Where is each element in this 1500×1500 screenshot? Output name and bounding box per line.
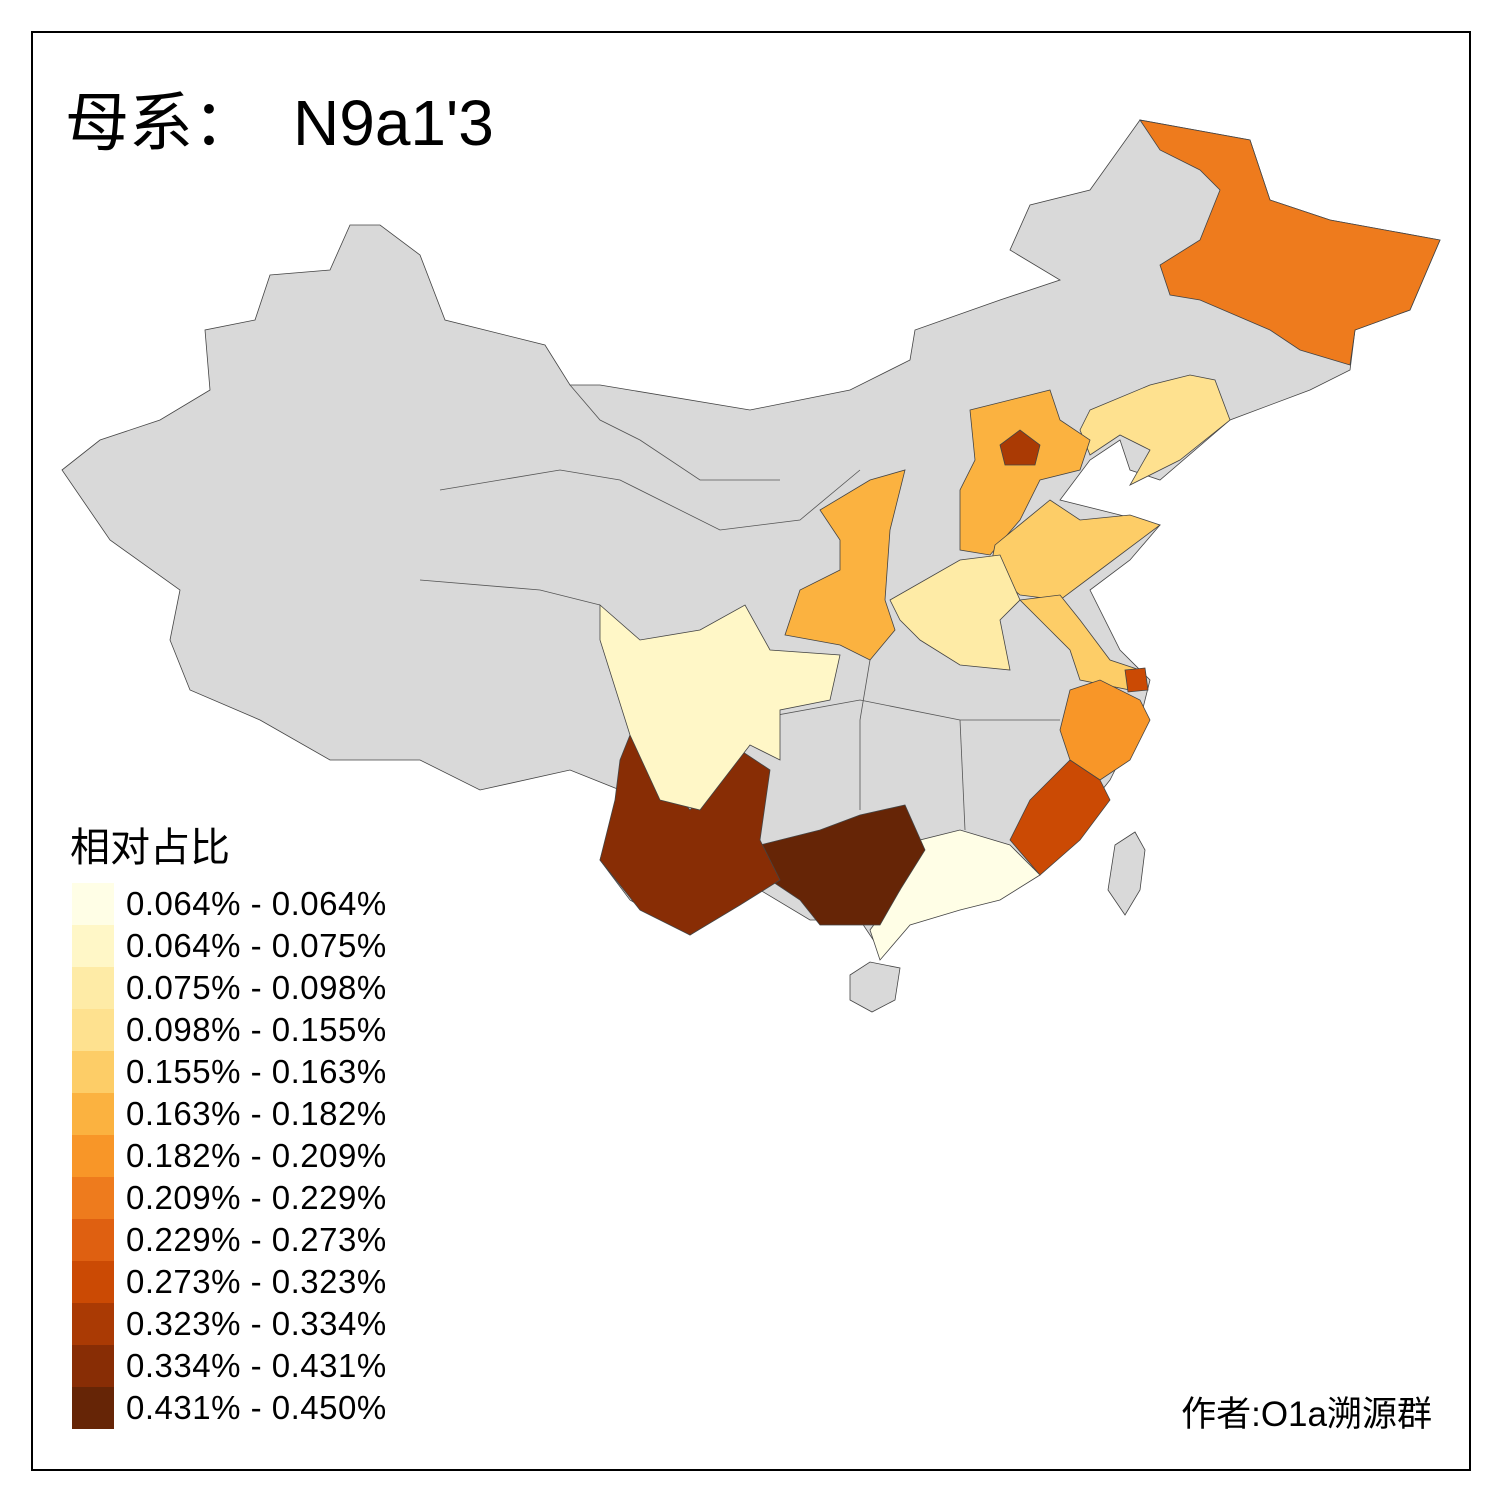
legend-label: 0.182% - 0.209% [126, 1137, 387, 1174]
legend-swatch [72, 1345, 114, 1387]
legend-label: 0.209% - 0.229% [126, 1179, 387, 1216]
legend-item: 0.098% - 0.155% [72, 1009, 387, 1051]
province-guangxi [759, 804, 926, 926]
legend-swatch [72, 1303, 114, 1345]
legend-swatch [72, 1177, 114, 1219]
province-zhejiang [1059, 679, 1151, 781]
province-border [569, 384, 780, 481]
legend-label: 0.163% - 0.182% [126, 1095, 387, 1132]
legend-label: 0.098% - 0.155% [126, 1011, 387, 1048]
legend-swatch [72, 1093, 114, 1135]
legend-label: 0.155% - 0.163% [126, 1053, 387, 1090]
legend-label: 0.064% - 0.064% [126, 885, 387, 922]
legend-title: 相对占比 [70, 825, 230, 871]
legend-label: 0.064% - 0.075% [126, 927, 387, 964]
province-taiwan [1107, 831, 1146, 916]
province-beijing [999, 429, 1041, 466]
province-hainan [849, 961, 901, 1013]
province-henan [889, 554, 1021, 671]
title-prefix: 母系： [65, 87, 257, 161]
legend-swatch [72, 1387, 114, 1429]
legend-swatch [72, 967, 114, 1009]
legend-swatch [72, 925, 114, 967]
legend-label: 0.229% - 0.273% [126, 1221, 387, 1258]
legend-item: 0.182% - 0.209% [72, 1135, 387, 1177]
province-border [859, 659, 871, 810]
province-border [959, 719, 966, 831]
figure-frame [31, 31, 1471, 1471]
legend-swatch [72, 1135, 114, 1177]
province-fujian [1009, 759, 1111, 876]
author-credit: 作者:O1a溯源群 [1181, 1395, 1432, 1434]
legend-item: 0.229% - 0.273% [72, 1219, 387, 1261]
province-border [419, 579, 601, 606]
legend-swatch [72, 1051, 114, 1093]
legend: 0.064% - 0.064% 0.064% - 0.075% 0.075% - 0… [72, 883, 387, 1429]
legend-item: 0.064% - 0.075% [72, 925, 387, 967]
legend-label: 0.273% - 0.323% [126, 1263, 387, 1300]
map-title: 母系： N9a1'3 [65, 72, 494, 164]
province-border [749, 699, 1060, 721]
title-haplogroup: N9a1'3 [293, 87, 494, 159]
legend-swatch [72, 1009, 114, 1051]
legend-item: 0.209% - 0.229% [72, 1177, 387, 1219]
province-border [439, 469, 861, 531]
legend-item: 0.323% - 0.334% [72, 1303, 387, 1345]
legend-label: 0.431% - 0.450% [126, 1389, 387, 1426]
province-liaoning [1079, 374, 1231, 486]
province-sichuan [599, 604, 841, 811]
legend-label: 0.075% - 0.098% [126, 969, 387, 1006]
province-shanghai [1124, 667, 1149, 693]
legend-item: 0.163% - 0.182% [72, 1093, 387, 1135]
legend-swatch [72, 883, 114, 925]
legend-label: 0.323% - 0.334% [126, 1305, 387, 1342]
legend-swatch [72, 1261, 114, 1303]
province-heilongjiang [1139, 119, 1441, 366]
legend-item: 0.075% - 0.098% [72, 967, 387, 1009]
legend-item: 0.155% - 0.163% [72, 1051, 387, 1093]
legend-swatch [72, 1219, 114, 1261]
legend-label: 0.334% - 0.431% [126, 1347, 387, 1384]
legend-item: 0.431% - 0.450% [72, 1387, 387, 1429]
province-shaanxi [784, 469, 906, 661]
province-hebei [959, 389, 1091, 556]
legend-item: 0.064% - 0.064% [72, 883, 387, 925]
legend-item: 0.273% - 0.323% [72, 1261, 387, 1303]
legend-item: 0.334% - 0.431% [72, 1345, 387, 1387]
